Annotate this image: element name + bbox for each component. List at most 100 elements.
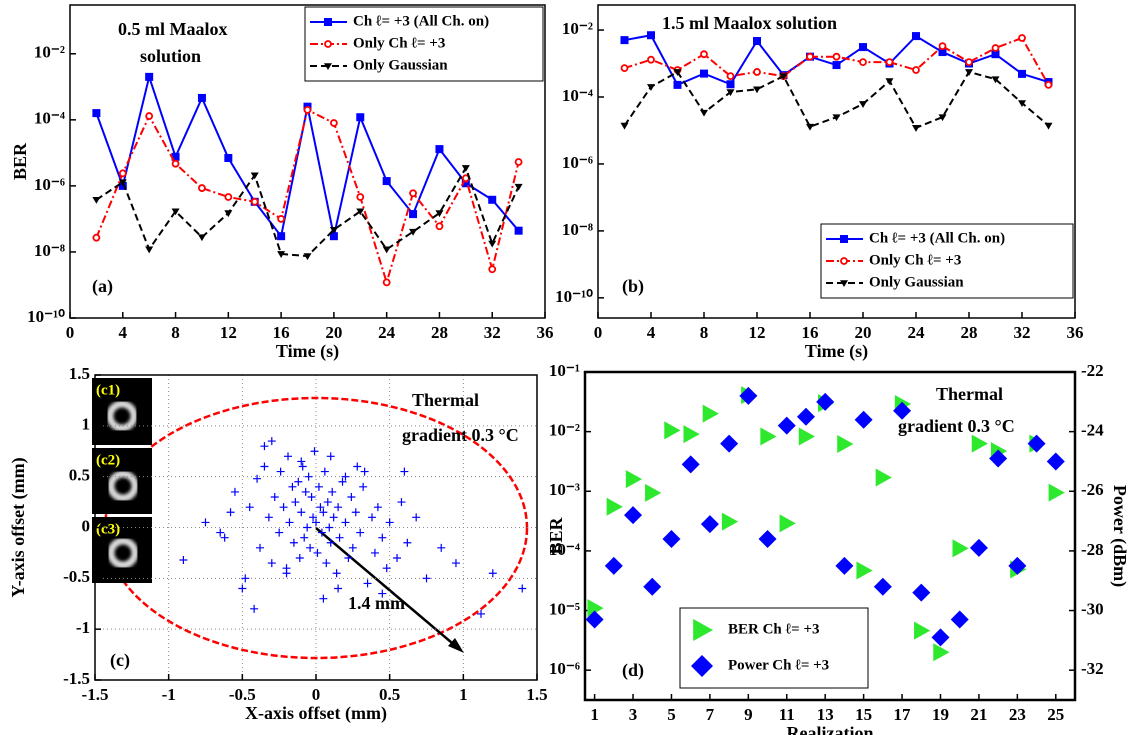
marker [796,407,815,426]
legend-label: Only Gaussian [869,274,964,290]
marker [938,114,947,122]
annotation: gradient 0.3 °C [898,416,1015,436]
marker [1044,122,1053,130]
marker [1046,452,1065,471]
marker [322,559,331,568]
y2-tick-label: -22 [1081,361,1104,380]
y-tick-label: 10⁻³ [549,480,580,499]
marker [488,569,497,578]
marker [313,548,322,557]
x-tick-label: 24 [908,323,926,342]
x-tick-label: 16 [802,323,819,342]
marker [338,477,347,486]
marker [409,228,418,236]
marker [370,548,379,557]
marker [382,564,391,573]
marker [359,482,368,491]
marker [409,210,418,219]
marker [341,472,350,481]
marker [303,253,312,261]
y-axis-label: BER [10,142,30,180]
marker [873,577,892,596]
marker [620,64,629,72]
x-tick-label: 0.5 [379,685,400,704]
inset: (c3) [92,517,152,583]
marker [397,498,406,507]
series-line [95,73,520,239]
marker [403,538,412,547]
panel-label: (b) [622,276,644,297]
marker [118,179,127,187]
marker [412,513,421,522]
marker [753,37,761,46]
marker [250,172,259,180]
x-axis-label: Time (s) [805,341,868,362]
marker [806,52,814,61]
marker [875,468,892,487]
marker [585,610,604,629]
marker [461,179,470,188]
x-tick-label: 15 [855,705,872,724]
x-tick-label: 7 [706,705,715,724]
plot-frame [94,374,538,681]
marker [488,195,497,204]
y-tick-label: 10⁻¹ [549,361,580,380]
y-tick-label: 10⁻⁴ [549,540,580,559]
marker [307,493,316,501]
x-tick-label: 8 [171,323,180,342]
marker [461,165,470,172]
marker [328,487,337,496]
marker [382,278,391,287]
marker [912,32,920,41]
series-line [624,36,1050,86]
marker [295,554,304,562]
marker [647,55,655,64]
marker [435,210,444,218]
marker [277,215,286,223]
marker [914,621,931,640]
marker [334,584,343,593]
marker [220,533,229,542]
marker [324,63,332,70]
marker [1018,100,1026,108]
y-tick-label: 10⁻² [34,43,65,62]
marker [952,539,969,558]
marker [739,386,758,405]
marker [226,508,235,517]
legend-label: Only Gaussian [353,57,448,73]
marker [92,233,101,242]
y-tick-label: 10⁻⁶ [34,175,65,194]
y2-tick-label: -24 [1081,421,1104,440]
marker [312,518,320,527]
y2-tick-label: -28 [1081,540,1104,559]
marker [300,533,309,542]
y-tick-label: -1.5 [63,669,90,688]
marker [145,246,154,254]
marker [256,543,265,552]
y-axis-label: Y-axis offset (mm) [8,457,29,597]
marker [779,73,788,81]
marker [326,538,335,547]
marker [989,449,1008,468]
marker [625,470,643,489]
x-tick-label: 0 [594,323,603,342]
x-tick-label: 32 [1014,323,1031,342]
marker [720,434,739,453]
marker [1027,434,1046,453]
annotation: gradient 0.3 °C [402,425,519,445]
marker [840,280,848,287]
marker [518,584,527,593]
marker [216,528,225,537]
series-line [95,165,520,258]
marker [451,559,460,568]
marker [301,487,310,496]
x-axis-label: Time (s) [276,341,339,362]
y2-tick-label: -30 [1081,599,1104,618]
marker [373,503,382,512]
marker [224,193,233,201]
marker [382,177,391,186]
marker [606,497,623,516]
y-tick-label: 10⁻⁶ [562,153,593,172]
x-tick-label: 5 [667,705,676,724]
